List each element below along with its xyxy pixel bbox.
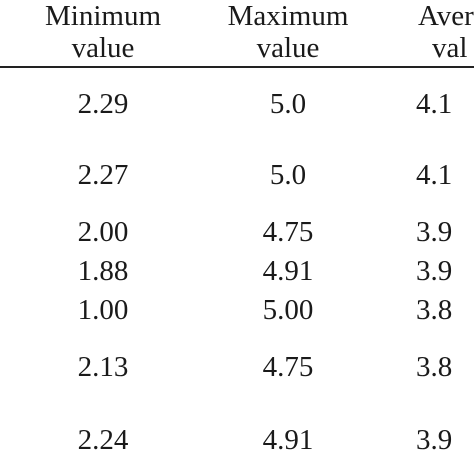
table-cell: 5.0 bbox=[269, 159, 307, 191]
table-cell: 4.1 bbox=[416, 159, 453, 191]
table-cell: 2.24 bbox=[77, 424, 129, 456]
column-header: Aver bbox=[418, 0, 474, 32]
column-header: Minimum bbox=[44, 0, 162, 32]
table-cell: 5.0 bbox=[269, 88, 307, 120]
table-cell: 3.8 bbox=[416, 294, 453, 326]
table-cell: 4.91 bbox=[262, 424, 314, 456]
table-cell: 2.00 bbox=[77, 216, 129, 248]
table-cell: 4.91 bbox=[262, 255, 314, 287]
table-cell: 2.29 bbox=[77, 88, 129, 120]
table-cell: 4.75 bbox=[262, 216, 314, 248]
header-rule bbox=[0, 66, 474, 68]
column-header: value bbox=[256, 32, 320, 64]
table-cell: 1.00 bbox=[77, 294, 129, 326]
table-cell: 3.8 bbox=[416, 351, 453, 383]
column-header: value bbox=[71, 32, 135, 64]
column-header: Maximum bbox=[227, 0, 349, 32]
table-cell: 3.9 bbox=[416, 255, 453, 287]
table-cell: 5.00 bbox=[262, 294, 314, 326]
table-cell: 3.9 bbox=[416, 424, 453, 456]
table-cell: 3.9 bbox=[416, 216, 453, 248]
table-cell: 2.13 bbox=[77, 351, 129, 383]
column-header: val bbox=[432, 32, 468, 64]
table-cell: 4.1 bbox=[416, 88, 453, 120]
table-cell: 1.88 bbox=[77, 255, 129, 287]
table-cell: 4.75 bbox=[262, 351, 314, 383]
table-cell: 2.27 bbox=[77, 159, 129, 191]
